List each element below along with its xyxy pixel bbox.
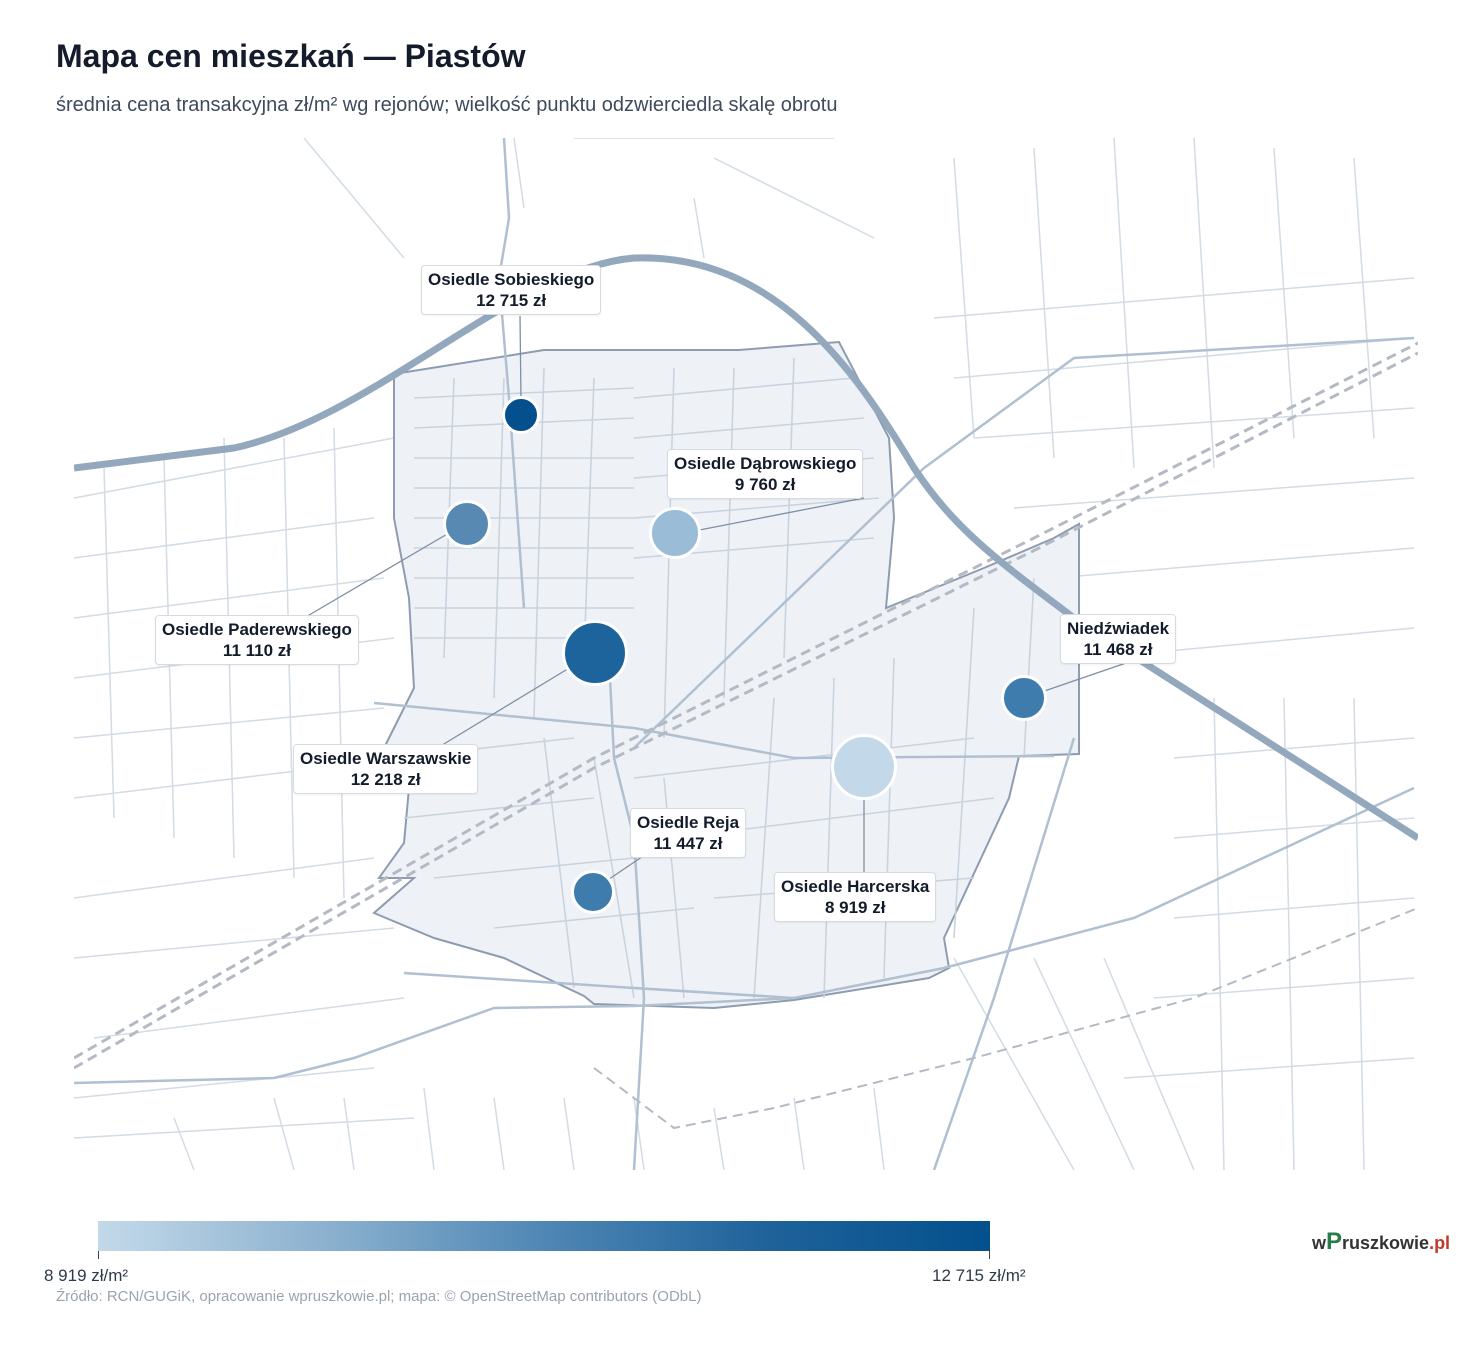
district-name: Osiedle Reja xyxy=(637,813,740,832)
logo-p: P xyxy=(1326,1228,1343,1255)
district-price: 11 468 zł xyxy=(1083,640,1153,659)
district-label: Osiedle Paderewskiego 11 110 zł xyxy=(155,615,359,665)
district-point[interactable] xyxy=(1001,675,1047,721)
brand-logo[interactable]: wPruszkowie.pl xyxy=(1312,1228,1450,1256)
legend-max-label: 12 715 zł/m² xyxy=(932,1266,1026,1285)
district-name: Osiedle Dąbrowskiego xyxy=(674,454,857,473)
district-price: 11 447 zł xyxy=(653,834,723,853)
district-name: Osiedle Paderewskiego xyxy=(162,620,352,639)
logo-tld: .pl xyxy=(1429,1233,1451,1253)
railway xyxy=(74,341,1418,1130)
expressway xyxy=(74,254,1418,841)
district-label: Osiedle Dąbrowskiego 9 760 zł xyxy=(667,449,864,499)
district-point[interactable] xyxy=(502,396,540,434)
map-svg xyxy=(74,138,1418,1170)
logo-text: ruszkowie xyxy=(1342,1233,1430,1253)
district-point[interactable] xyxy=(649,507,701,559)
street-grid xyxy=(74,138,1415,1170)
district-point[interactable] xyxy=(571,870,615,914)
legend-min-label: 8 919 zł/m² xyxy=(44,1266,129,1285)
page-title: Mapa cen mieszkań — Piastów xyxy=(56,38,526,74)
district-boundary xyxy=(372,340,1080,1010)
district-label: Osiedle Warszawskie 12 218 zł xyxy=(293,744,479,794)
district-point[interactable] xyxy=(443,500,491,548)
district-point[interactable] xyxy=(831,734,897,800)
main-roads xyxy=(74,138,1415,1170)
district-price: 11 110 zł xyxy=(222,641,291,660)
district-name: Osiedle Warszawskie xyxy=(300,749,472,768)
district-label: Osiedle Sobieskiego 12 715 zł xyxy=(421,265,602,315)
district-label: Niedźwiadek 11 468 zł xyxy=(1060,614,1177,664)
district-name: Osiedle Harcerska xyxy=(781,877,930,896)
source-note: Źródło: RCN/GUGiK, opracowanie wpruszkow… xyxy=(56,1288,702,1305)
district-label: Osiedle Harcerska 8 919 zł xyxy=(774,872,937,922)
legend-tick-min xyxy=(98,1251,99,1259)
district-name: Osiedle Sobieskiego xyxy=(428,270,595,289)
logo-w: w xyxy=(1312,1233,1327,1253)
district-price: 9 760 zł xyxy=(734,475,796,494)
district-price: 12 715 zł xyxy=(476,291,547,310)
district-label: Osiedle Reja 11 447 zł xyxy=(630,808,747,858)
district-point[interactable] xyxy=(562,620,628,686)
district-price: 8 919 zł xyxy=(824,898,886,917)
page-subtitle: średnia cena transakcyjna zł/m² wg rejon… xyxy=(56,94,838,116)
map-canvas[interactable]: Osiedle Sobieskiego 12 715 zł Osiedle Dąbr… xyxy=(74,138,1418,1170)
district-name: Niedźwiadek xyxy=(1067,619,1170,638)
legend-tick-max xyxy=(989,1251,990,1259)
color-legend-bar xyxy=(98,1221,990,1251)
district-price: 12 218 zł xyxy=(350,770,421,789)
